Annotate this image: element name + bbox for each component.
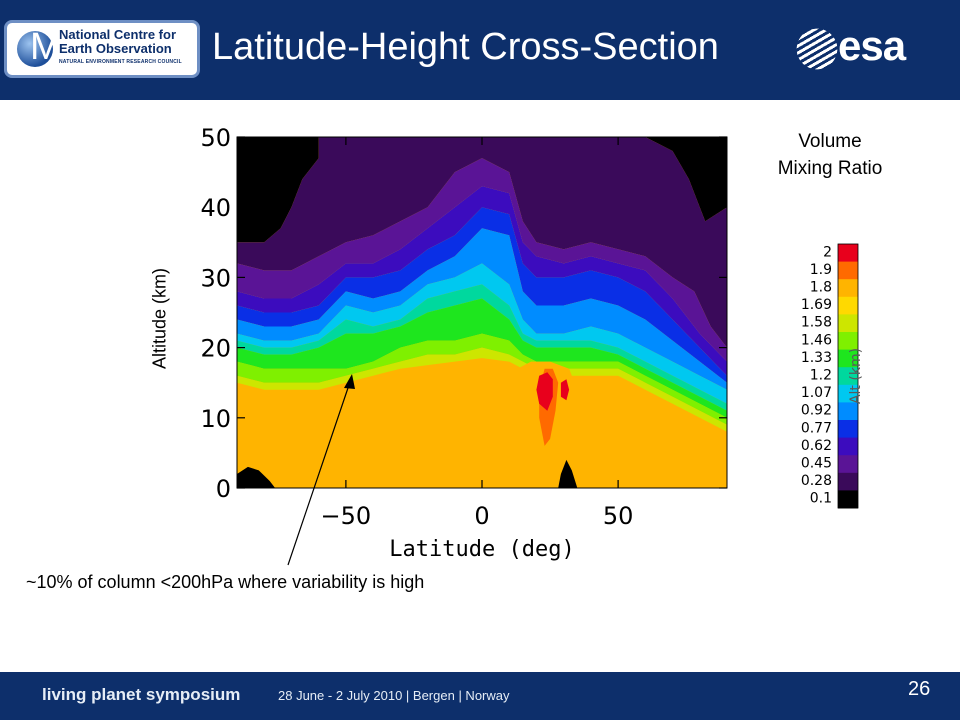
- annotation-arrow-line: [287, 381, 351, 566]
- contour-region-15: [585, 410, 727, 488]
- contour-region-7: [237, 207, 727, 383]
- globe-icon: [17, 31, 53, 67]
- contour-region-11: [237, 298, 727, 418]
- contour-region-2: [237, 466, 276, 488]
- esa-globe-icon: [794, 26, 840, 72]
- footer-bar: living planet symposium 28 June - 2 July…: [0, 672, 960, 720]
- logo-subtitle: NATURAL ENVIRONMENT RESEARCH COUNCIL: [59, 59, 182, 65]
- colorbar-swatch: [838, 384, 858, 403]
- contour-region-19: [560, 379, 570, 401]
- y-tick-label: 20: [200, 335, 231, 363]
- colorbar-tick-label: 0.92: [801, 403, 832, 419]
- contour-region-18: [536, 372, 553, 411]
- colorbar-swatch: [838, 472, 858, 491]
- colorbar-swatch: [838, 244, 858, 263]
- colorbar-tick-label: 2: [823, 244, 832, 260]
- colorbar-swatch: [838, 455, 858, 474]
- colorbar-tick-label: 1.8: [810, 280, 832, 296]
- colorbar-swatch: [838, 279, 858, 298]
- contour-region-16: [577, 375, 597, 418]
- footer-brand: living planet symposium: [42, 685, 241, 704]
- colorbar-swatch: [838, 332, 858, 351]
- x-tick-label: 0: [474, 502, 489, 530]
- x-axis-label: Latitude (deg): [389, 537, 574, 562]
- contour-region-8: [237, 228, 727, 390]
- colorbar-swatch: [838, 402, 858, 421]
- x-tick-label: 50: [603, 502, 634, 530]
- colorbar-swatch: [838, 296, 858, 315]
- y-tick-label: 50: [200, 124, 231, 152]
- colorbar-swatch: [838, 490, 858, 509]
- contour-region-4: [237, 137, 727, 348]
- colorbar-frame: [837, 243, 859, 509]
- contour-region-6: [237, 186, 727, 376]
- contour-region-3: [558, 459, 578, 488]
- slide-title: Latitude-Height Cross-Section: [212, 26, 719, 68]
- colorbar-tick-label: 1.2: [810, 368, 832, 384]
- colorbar-tick-label: 1.07: [801, 385, 832, 401]
- logo-line-1: National Centre for: [59, 27, 177, 42]
- annotation-arrowhead: [344, 374, 355, 389]
- colorbar-tick-label: 1.69: [801, 297, 832, 313]
- contour-region-0: [237, 137, 319, 243]
- title-prefix: M: [30, 26, 62, 68]
- y-tick-label: 10: [200, 405, 231, 433]
- footer-event-info: 28 June - 2 July 2010 | Bergen | Norway: [278, 688, 510, 703]
- colorbar-tick-label: 1.9: [810, 262, 832, 278]
- contour-region-5: [237, 158, 727, 362]
- colorbar-tick-label: 0.62: [801, 438, 832, 454]
- y-tick-label: 0: [216, 475, 231, 503]
- x-tick-label: −50: [321, 502, 372, 530]
- y-tick-label: 40: [200, 194, 231, 222]
- colorbar-swatch: [838, 314, 858, 333]
- colorbar-axis-label: Alt (km): [848, 348, 864, 404]
- colorbar-tick-label: 1.46: [801, 332, 832, 348]
- colorbar-swatch: [838, 420, 858, 439]
- logo-line-2: Earth Observation: [59, 41, 172, 56]
- colorbar-swatch: [838, 367, 858, 386]
- colorbar-tick-label: 0.1: [810, 491, 832, 507]
- y-axis-label: Altitude (km): [149, 267, 170, 370]
- colorbar-tick-label: 1.58: [801, 315, 832, 331]
- colorbar-title: Volume Mixing Ratio: [777, 131, 883, 179]
- page-number: 26: [908, 678, 931, 700]
- colorbar-swatch: [838, 349, 858, 368]
- esa-logo: esa: [838, 22, 906, 69]
- colorbar-tick-label: 0.28: [801, 473, 832, 489]
- colorbar-tick-label: 0.45: [801, 456, 832, 472]
- colorbar-tick-label: 0.77: [801, 420, 832, 436]
- contour-region-1: [645, 137, 727, 222]
- y-tick-label: 30: [200, 264, 231, 292]
- colorbar-swatch: [838, 437, 858, 456]
- colorbar-swatch: [838, 261, 858, 280]
- annotation-text: ~10% of column <200hPa where variability…: [26, 572, 425, 592]
- nceo-logo: National Centre for Earth Observation NA…: [4, 20, 200, 78]
- colorbar-tick-label: 1.33: [801, 350, 832, 366]
